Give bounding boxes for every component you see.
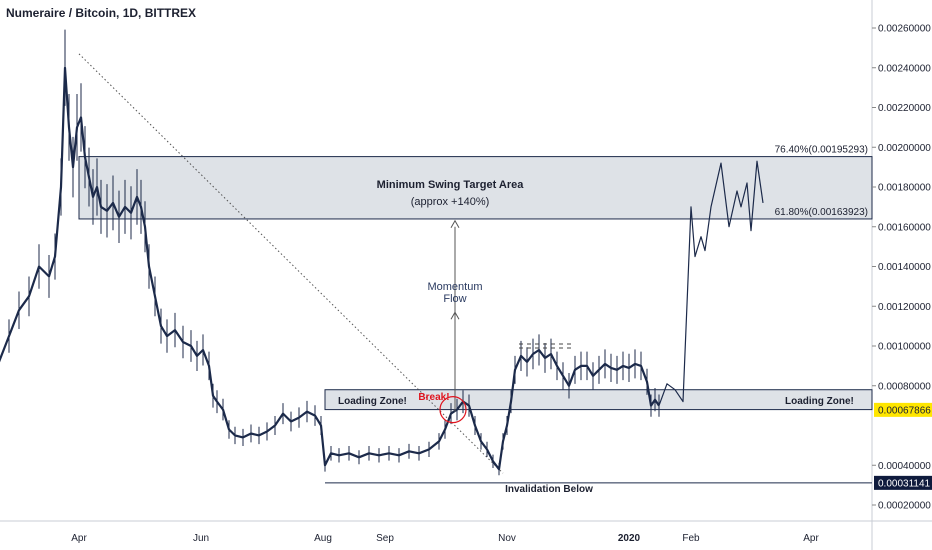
y-tick-label: 0.00020000	[878, 501, 931, 512]
x-tick-label: Jun	[193, 533, 209, 544]
y-tick-label: 0.00240000	[878, 63, 931, 74]
y-tick-label: 0.00260000	[878, 24, 931, 35]
trendline	[78, 53, 504, 474]
loading-zone-label-left: Loading Zone!	[338, 396, 407, 407]
y-tick-label: 0.00120000	[878, 302, 931, 313]
projection-line	[658, 160, 764, 406]
momentum-arrow-head-top	[450, 219, 460, 229]
price-tag-current: 0.00067866	[878, 405, 931, 416]
y-tick-label: 0.00200000	[878, 143, 931, 154]
invalidation-label: Invalidation Below	[505, 484, 593, 495]
loading-zone-label-right: Loading Zone!	[785, 396, 854, 407]
break-circle	[439, 396, 467, 424]
chart-title: Numeraire / Bitcoin, 1D, BITTREX	[6, 6, 197, 20]
x-tick-label: Apr	[803, 533, 819, 544]
break-label: Break!	[418, 392, 449, 403]
fib-level-label: 76.40%(0.00195293)	[775, 145, 868, 156]
y-tick-label: 0.00040000	[878, 461, 931, 472]
momentum-label: Momentum	[427, 281, 482, 293]
y-tick-label: 0.00140000	[878, 262, 931, 273]
x-tick-label: Feb	[682, 533, 700, 544]
x-tick-label: Aug	[314, 533, 332, 544]
price-series-line	[0, 66, 660, 471]
x-tick-label: Sep	[376, 533, 394, 544]
price-tag-current-bg	[874, 402, 932, 417]
y-tick-label: 0.00080000	[878, 381, 931, 392]
x-tick-label: 2020	[618, 533, 641, 544]
fib-level-label: 61.80%(0.00163923)	[775, 207, 868, 218]
y-tick-label: 0.00220000	[878, 103, 931, 114]
momentum-arrow-head-mid	[450, 311, 460, 320]
swing-target-zone	[78, 156, 873, 220]
flow-label: Flow	[443, 293, 466, 305]
price-tag-invalidation: 0.00031141	[878, 478, 931, 489]
swing-zone-subtitle: (approx +140%)	[411, 196, 490, 208]
y-tick-label: 0.00160000	[878, 222, 931, 233]
swing-zone-title: Minimum Swing Target Area	[377, 179, 525, 191]
price-tag-invalidation-bg	[874, 475, 932, 490]
y-tick-label: 0.00180000	[878, 183, 931, 194]
x-tick-label: Apr	[71, 533, 87, 544]
x-tick-label: Nov	[498, 533, 516, 544]
y-tick-label: 0.00100000	[878, 342, 931, 353]
